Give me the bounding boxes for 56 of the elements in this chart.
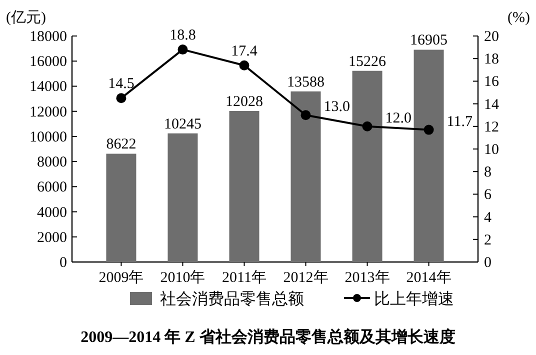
point — [424, 124, 434, 135]
y-tick-label: 2000 — [37, 230, 67, 246]
y2-tick-label: 4 — [484, 210, 492, 226]
y2-tick-label: 14 — [484, 96, 500, 113]
data-label: 10245 — [164, 116, 202, 132]
data-label: 13.0 — [324, 99, 350, 116]
x-tick-label: 2009年 — [98, 269, 144, 286]
y-tick-label: 4000 — [37, 204, 67, 221]
y-tick-label: 8000 — [37, 154, 67, 171]
y-tick-label: 16000 — [30, 54, 67, 70]
y2-tick-label: 16 — [484, 74, 500, 90]
bar — [229, 110, 260, 262]
x-tick-label: 2013年 — [344, 269, 390, 286]
y-tick-label: 6000 — [37, 180, 67, 196]
data-label: 13588 — [287, 74, 325, 90]
data-label: 18.8 — [170, 28, 196, 44]
x-tick-label: 2010年 — [160, 269, 206, 286]
bar — [414, 50, 444, 262]
point — [239, 60, 250, 70]
y2-tick-label: 8 — [484, 164, 492, 181]
data-label: 11.7 — [446, 114, 473, 130]
point — [362, 121, 372, 132]
bar — [352, 70, 382, 262]
point — [300, 110, 311, 120]
y2-tick-label: 20 — [484, 29, 499, 45]
y2-axis-title: (%) — [508, 10, 530, 26]
y-tick-label: 12000 — [30, 104, 67, 120]
legend-label: 比上年增速 — [374, 290, 454, 308]
data-label: 12.0 — [385, 110, 412, 126]
bar — [168, 133, 198, 262]
y2-tick-label: 2 — [484, 232, 492, 248]
y2-tick-label: 10 — [484, 142, 499, 158]
data-label: 8622 — [106, 136, 136, 153]
point — [116, 93, 126, 104]
data-label: 16905 — [410, 32, 448, 49]
y2-tick-label: 0 — [484, 255, 492, 271]
text: 2009—2014 年 Z 省社会消费品零售总额及其增长速度 — [80, 327, 456, 346]
y2-tick-label: 18 — [484, 52, 499, 68]
y-tick-label: 10000 — [30, 129, 67, 146]
y2-tick-label: 12 — [484, 119, 499, 136]
bar — [290, 91, 321, 262]
data-label: 12028 — [225, 94, 263, 110]
x-tick-label: 2011年 — [222, 269, 266, 286]
y-tick-label: 18000 — [30, 29, 67, 45]
legend-label: 社会消费品零售总额 — [160, 290, 304, 308]
x-tick-label: 2014年 — [406, 269, 452, 286]
data-label: 15226 — [348, 54, 387, 70]
data-label: 14.5 — [108, 76, 134, 92]
bar — [106, 154, 136, 262]
y-axis-title: (亿元) — [6, 10, 46, 26]
data-label: 17.4 — [231, 43, 258, 60]
y-tick-label: 0 — [60, 255, 67, 271]
y-tick-label: 14000 — [30, 79, 67, 96]
y2-tick-label: 6 — [484, 187, 492, 204]
x-tick-label: 2012年 — [283, 269, 328, 286]
point — [178, 44, 188, 55]
